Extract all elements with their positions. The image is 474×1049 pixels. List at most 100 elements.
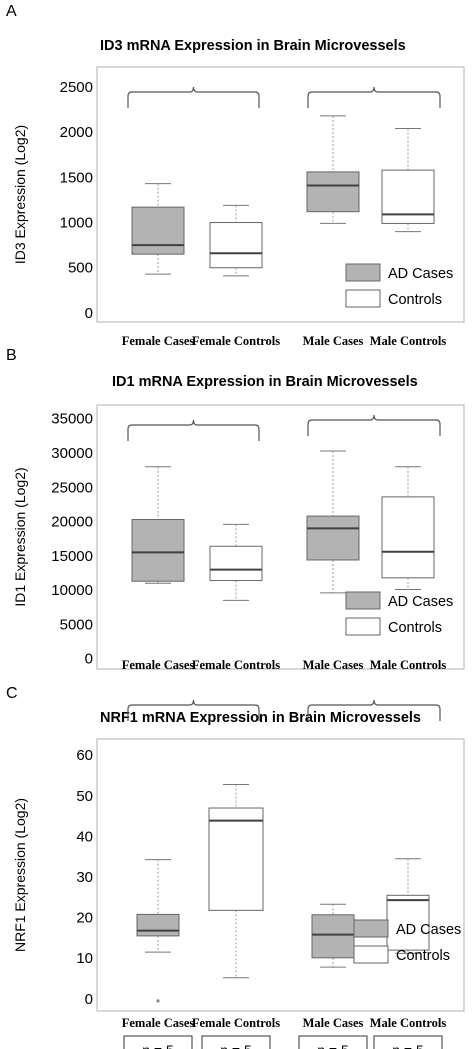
x-category-label: Female Cases: [122, 334, 195, 348]
x-category-label: Male Controls: [370, 1016, 447, 1030]
y-tick-label: 25000: [51, 479, 93, 496]
box-iqr: [306, 171, 360, 213]
y-tick-label: 30: [76, 869, 93, 886]
y-tick-label: 2000: [60, 124, 93, 141]
y-tick-label: 50: [76, 788, 93, 805]
bracket-female: [127, 86, 260, 108]
bracket-male: [307, 699, 441, 721]
y-tick-label: 5000: [60, 616, 93, 633]
y-tick-label: 35000: [51, 411, 93, 428]
bracket-female: [127, 419, 260, 441]
x-category-label: Male Cases: [303, 658, 364, 672]
x-category-label: Female Controls: [192, 334, 280, 348]
box-iqr: [381, 496, 435, 579]
x-category-label: Female Controls: [192, 658, 280, 672]
chart-title: ID1 mRNA Expression in Brain Microvessel…: [112, 374, 418, 390]
x-category-label: Female Controls: [192, 1016, 280, 1030]
panel-label: C: [6, 685, 18, 702]
legend-swatch-ad: [345, 591, 381, 610]
box-male-controls: [381, 127, 435, 233]
y-tick-label: 30000: [51, 445, 93, 462]
legend-swatch-control: [353, 945, 389, 964]
legend-label-ad: AD Cases: [388, 266, 453, 282]
plot-frame: [96, 404, 465, 670]
x-category-label: Female Cases: [122, 1016, 195, 1030]
box-male-controls: [381, 466, 435, 590]
y-axis-label: ID3 Expression (Log2): [12, 125, 28, 264]
box-iqr: [311, 914, 355, 959]
y-axis-label: ID1 Expression (Log2): [12, 467, 28, 606]
x-category-label: Male Cases: [303, 1016, 364, 1030]
y-tick-label: 10000: [51, 582, 93, 599]
plot-frame: [96, 66, 465, 323]
y-tick-label: 0: [85, 651, 93, 668]
x-category-label: Female Cases: [122, 658, 195, 672]
legend-swatch-ad: [353, 919, 389, 938]
box-iqr: [131, 519, 185, 582]
y-tick-label: 0: [85, 305, 93, 322]
sample-size-label: n = 5: [392, 1042, 424, 1049]
box-male-controls: [386, 858, 430, 954]
x-category-label: Male Controls: [370, 334, 447, 348]
y-tick-label: 1500: [60, 169, 93, 186]
bracket-female: [127, 699, 260, 721]
x-category-label: Male Controls: [370, 658, 447, 672]
y-tick-label: 0: [85, 991, 93, 1008]
x-category-label: Male Cases: [303, 334, 364, 348]
y-tick-label: 1000: [60, 215, 93, 232]
panel-label: B: [6, 347, 17, 364]
sample-size-label: n = 5: [220, 1042, 252, 1049]
y-tick-label: 40: [76, 828, 93, 845]
legend-swatch-ad: [345, 263, 381, 282]
panel-label: A: [6, 3, 17, 20]
sample-size-box: [201, 1035, 271, 1049]
panel-c: C NRF1 mRNA Expression in Brain Microvess…: [6, 685, 465, 1049]
y-tick-label: 20: [76, 910, 93, 927]
box-iqr: [208, 807, 264, 911]
y-tick-label: 10: [76, 950, 93, 967]
chart-title: ID3 mRNA Expression in Brain Microvessel…: [100, 38, 406, 54]
box-male-cases: [306, 115, 360, 224]
panel-a: A ID3 mRNA Expression in Brain Microvesse…: [6, 3, 465, 348]
y-axis-label: NRF1 Expression (Log2): [12, 798, 28, 952]
box-female-controls: [208, 783, 264, 979]
box-iqr: [306, 515, 360, 561]
box-male-cases: [311, 903, 355, 968]
sample-size-label: n = 5: [317, 1042, 349, 1049]
y-tick-label: 60: [76, 747, 93, 764]
legend-label-control: Controls: [396, 948, 450, 964]
legend-swatch-control: [345, 617, 381, 636]
y-tick-label: 15000: [51, 548, 93, 565]
legend-label-control: Controls: [388, 620, 442, 636]
chart-title: NRF1 mRNA Expression in Brain Microvesse…: [100, 710, 421, 726]
box-female-cases: [131, 183, 185, 275]
sample-size-box: [123, 1035, 193, 1049]
y-tick-label: 20000: [51, 514, 93, 531]
y-tick-label: 2500: [60, 79, 93, 96]
box-female-cases: [131, 466, 185, 584]
legend-label-ad: AD Cases: [396, 922, 461, 938]
legend-label-ad: AD Cases: [388, 594, 453, 610]
box-iqr: [386, 894, 430, 951]
bracket-male: [307, 414, 441, 436]
sample-size-box: [373, 1035, 443, 1049]
sample-size-box: [298, 1035, 368, 1049]
box-iqr: [209, 545, 263, 582]
box-female-controls: [209, 204, 263, 277]
box-iqr: [381, 169, 435, 224]
y-tick-label: 500: [68, 260, 93, 277]
box-female-cases: [136, 859, 180, 1003]
bracket-male: [307, 86, 441, 108]
outlier-point: [156, 999, 160, 1003]
sample-size-label: n = 5: [142, 1042, 174, 1049]
box-male-cases: [306, 450, 360, 594]
legend-label-control: Controls: [388, 292, 442, 308]
box-female-controls: [209, 523, 263, 601]
legend-swatch-control: [345, 289, 381, 308]
plot-frame: [96, 738, 465, 1012]
box-iqr: [131, 206, 185, 255]
box-iqr: [209, 222, 263, 269]
box-iqr: [136, 913, 180, 937]
panel-b: B ID1 mRNA Expression in Brain Microvesse…: [6, 347, 465, 672]
